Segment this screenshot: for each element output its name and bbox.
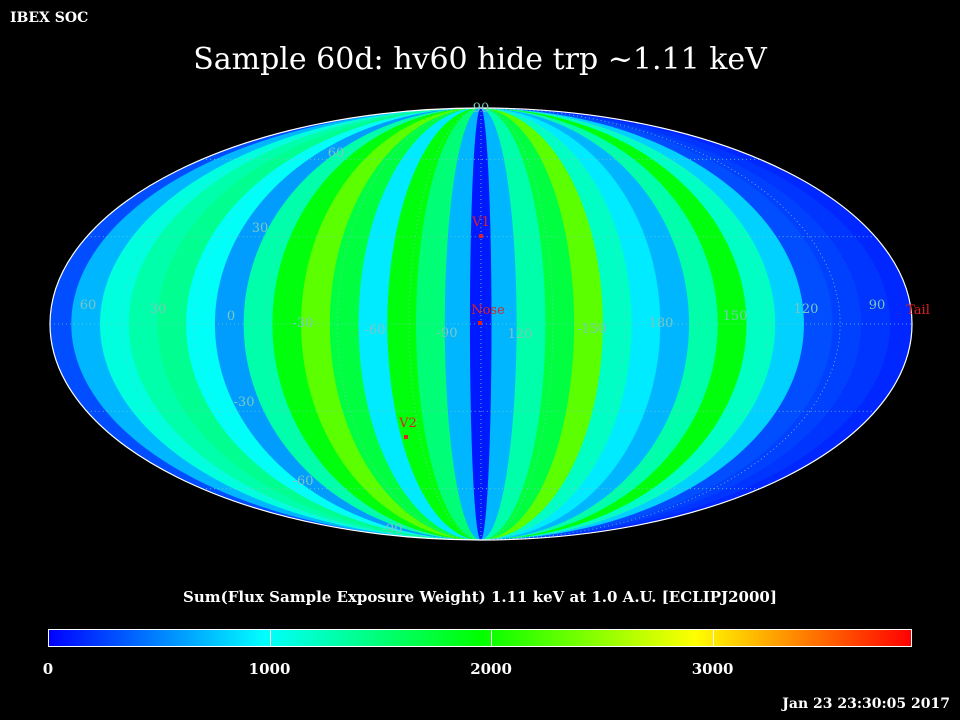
- meridian-line: [480, 107, 554, 541]
- latitude-label: -60: [293, 474, 314, 489]
- latitude-label: -30: [234, 395, 255, 410]
- longitude-label: 180: [649, 316, 674, 331]
- colorbar-tick-label: 0: [42, 660, 54, 678]
- markers: V1 Nose V2 Tail: [398, 215, 930, 439]
- longitude-label: -60: [365, 323, 386, 338]
- longitude-label: -150: [577, 322, 606, 337]
- longitude-label: 120: [508, 327, 533, 342]
- latitude-label: 90: [473, 101, 490, 116]
- marker-dot: [478, 321, 482, 325]
- longitude-label: -90: [437, 326, 458, 341]
- longitude-label: 0: [227, 309, 235, 324]
- longitude-label: 150: [723, 309, 748, 324]
- meridian-line: [336, 107, 482, 541]
- longitude-label: 120: [794, 302, 819, 317]
- marker-dot: [479, 234, 483, 238]
- colorbar-tick-label: 1000: [248, 660, 291, 678]
- longitude-label: 90: [869, 298, 886, 313]
- colorbar-tick-label: 2000: [470, 660, 512, 678]
- longitude-label: 60: [80, 298, 97, 313]
- marker-label: V2: [398, 416, 417, 431]
- colorbar-tick-line: [491, 629, 493, 647]
- latitude-label: -90: [382, 522, 403, 537]
- graticule-labels: 60 30 0 -30 -60 -90 120 -150 180 150 120 90 90 60 30 -3…: [80, 101, 886, 537]
- colorbar-tick-line: [712, 629, 714, 647]
- colorbar-label: Sum(Flux Sample Exposure Weight) 1.11 ke…: [183, 588, 777, 606]
- longitude-label: -30: [293, 316, 314, 331]
- graticule: [50, 107, 912, 541]
- meridian-line: [480, 107, 626, 541]
- meridian-line: [480, 107, 841, 541]
- latitude-label: 60: [328, 146, 345, 161]
- marker-label: Nose: [471, 303, 505, 318]
- longitude-label: 30: [150, 302, 167, 317]
- org-label: IBEX SOC: [10, 10, 89, 26]
- marker-dot: [404, 435, 408, 439]
- chart-title: Sample 60d: hv60 hide trp ~1.11 keV: [193, 42, 767, 77]
- latitude-label: 30: [252, 221, 269, 236]
- meridian-line: [121, 107, 482, 541]
- marker-label: Tail: [906, 303, 930, 318]
- colorbar-tick-line: [269, 629, 271, 647]
- marker-label: V1: [471, 215, 490, 230]
- map-outline: [49, 107, 913, 541]
- colorbar: [48, 629, 912, 647]
- timestamp: Jan 23 23:30:05 2017: [782, 696, 950, 712]
- colorbar-tick-label: 3000: [691, 660, 734, 678]
